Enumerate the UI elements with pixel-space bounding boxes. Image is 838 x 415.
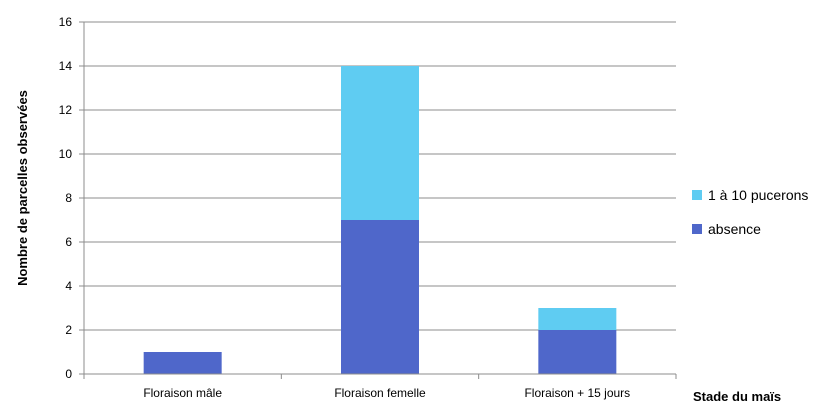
bar-segment — [341, 66, 419, 220]
legend-label: absence — [708, 221, 761, 237]
y-tick-label: 2 — [65, 323, 72, 337]
bar-segment — [341, 220, 419, 374]
y-tick-label: 8 — [65, 191, 72, 205]
y-tick-label: 4 — [65, 279, 72, 293]
bars — [143, 66, 617, 374]
x-axis-label: Stade du maïs — [693, 389, 781, 404]
bar-segment — [143, 352, 222, 374]
y-axis-label: Nombre de parcelles observées — [15, 90, 30, 286]
x-tick-label: Floraison + 15 jours — [524, 386, 630, 400]
y-tick-label: 16 — [59, 15, 73, 29]
y-tick-label: 12 — [59, 103, 73, 117]
legend-label: 1 à 10 pucerons — [708, 187, 808, 203]
legend: 1 à 10 pucerons absence — [692, 187, 808, 237]
tick-labels: 0 2 4 6 8 10 12 14 16 Floraison mâle Floraison fem… — [59, 15, 631, 400]
x-tick-label: Floraison femelle — [334, 386, 426, 400]
bar-segment — [538, 308, 617, 330]
y-tick-label: 10 — [59, 147, 73, 161]
axes — [79, 21, 677, 379]
y-tick-label: 0 — [65, 367, 72, 381]
y-tick-label: 6 — [65, 235, 72, 249]
bar-segment — [538, 330, 617, 374]
x-tick-label: Floraison mâle — [143, 386, 222, 400]
legend-swatch — [692, 224, 702, 234]
y-tick-label: 14 — [59, 59, 73, 73]
legend-swatch — [692, 190, 702, 200]
